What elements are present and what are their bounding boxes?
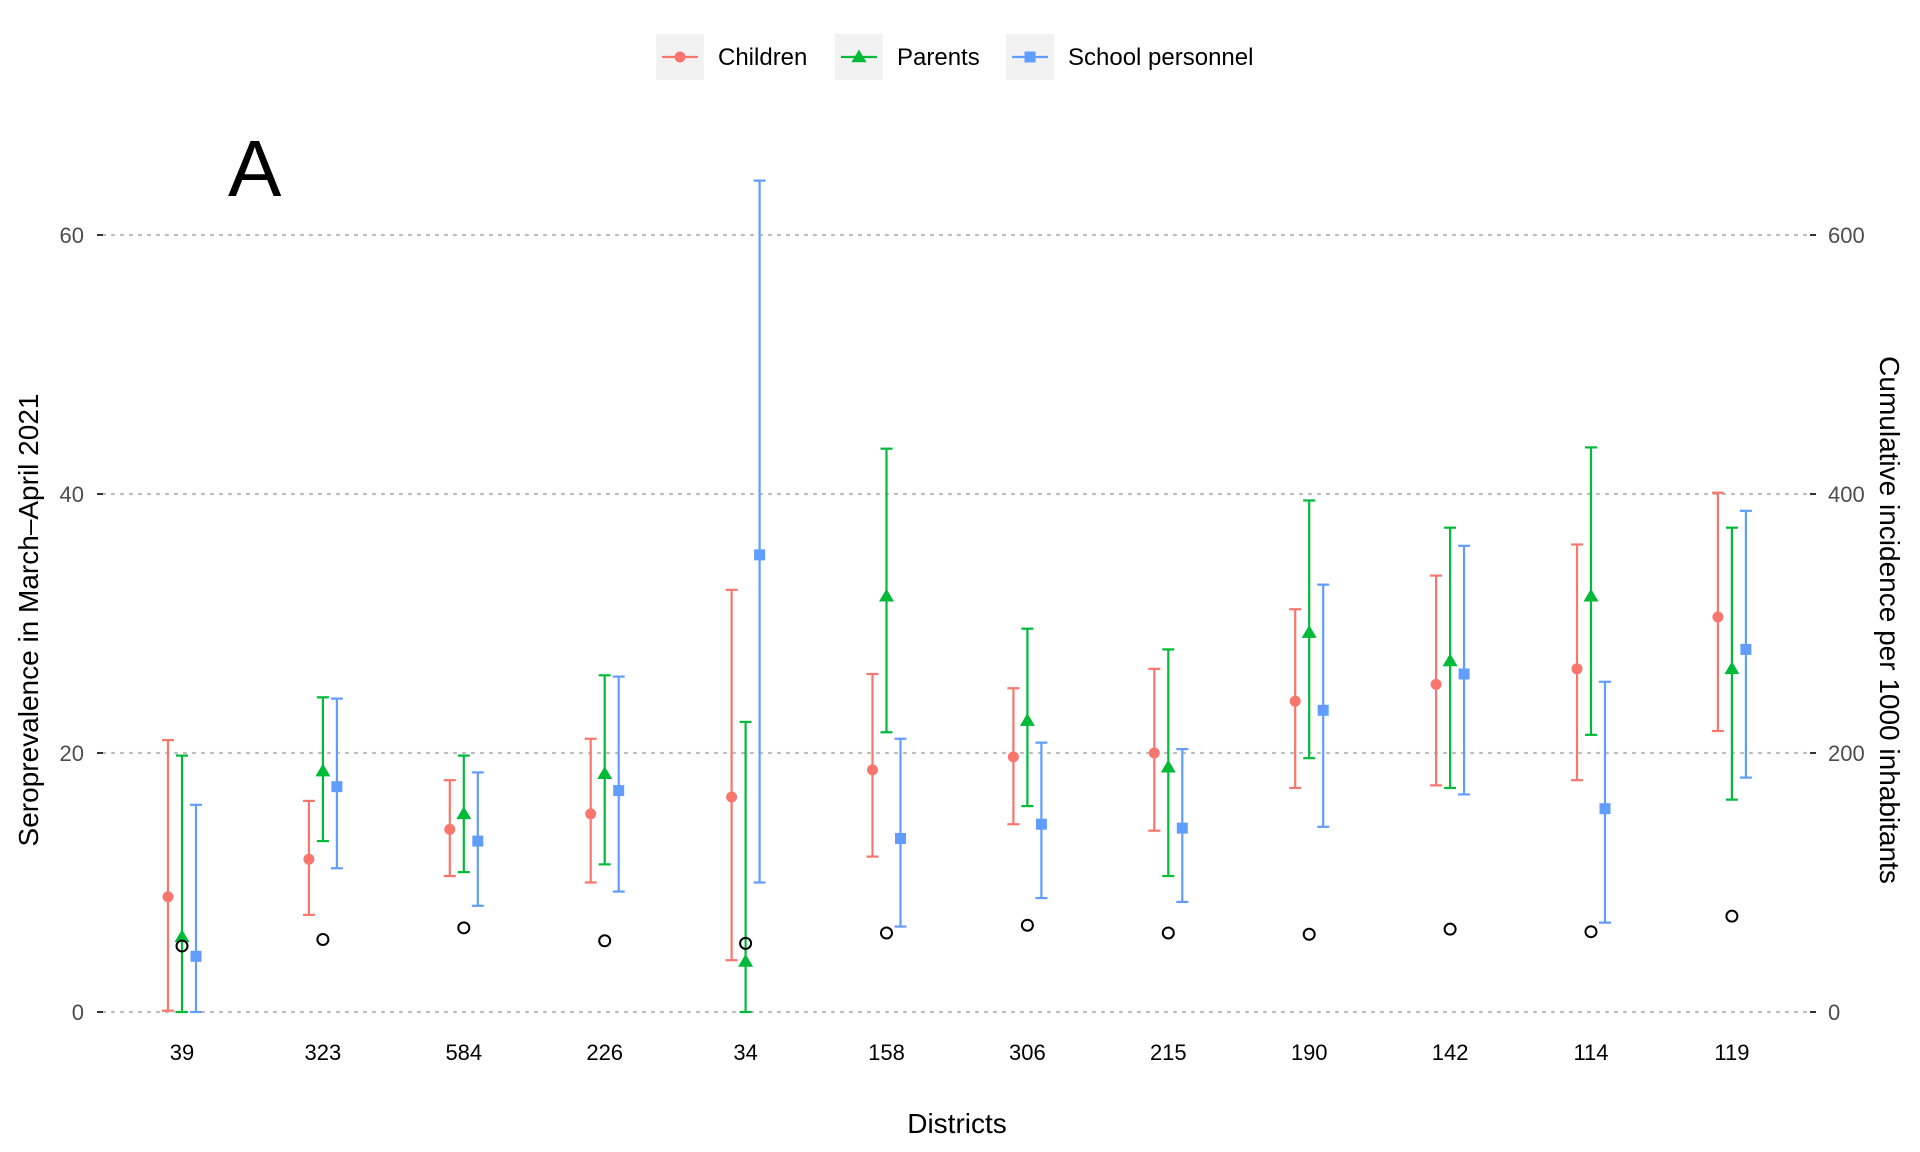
legend-key-marker bbox=[674, 51, 686, 63]
y2-tick-label: 0 bbox=[1828, 1000, 1840, 1025]
data-point bbox=[472, 835, 484, 847]
data-point bbox=[1583, 588, 1599, 602]
data-point bbox=[162, 891, 174, 903]
data-point bbox=[895, 832, 906, 844]
data-point bbox=[1176, 822, 1188, 834]
y-axis-title: Seroprevalence in March–April 2021 bbox=[13, 394, 44, 847]
incidence-point bbox=[175, 939, 189, 953]
data-point bbox=[613, 785, 625, 797]
x-tick-label: 114 bbox=[1573, 1040, 1608, 1065]
data-point bbox=[1019, 713, 1035, 726]
y2-axis-title: Cumulative incidence per 1000 inhabitant… bbox=[1874, 356, 1905, 884]
data-point bbox=[1160, 759, 1176, 773]
x-axis: 39 323 584 226 34 158 306 215 190 142 114 119 bbox=[170, 1040, 1750, 1065]
legend-item-parents: Parents bbox=[835, 34, 980, 80]
series-school-personnel bbox=[190, 179, 1752, 1014]
data-point bbox=[738, 953, 754, 967]
data-point bbox=[1740, 643, 1752, 655]
incidence-point bbox=[316, 932, 330, 946]
legend-label: Children bbox=[718, 44, 807, 71]
x-tick-label: 158 bbox=[868, 1040, 905, 1065]
legend-item-school-personnel: School personnel bbox=[1006, 34, 1253, 80]
data-point bbox=[1317, 704, 1329, 716]
legend-key-marker bbox=[851, 49, 867, 63]
data-point bbox=[1148, 747, 1160, 759]
data-point bbox=[879, 588, 894, 602]
incidence-point bbox=[739, 936, 753, 950]
left-y-axis: 0 20 40 60 bbox=[60, 223, 103, 1025]
data-point bbox=[1599, 803, 1611, 815]
data-point bbox=[1301, 625, 1317, 638]
x-tick-label: 226 bbox=[586, 1040, 623, 1065]
cumulative-incidence-series bbox=[175, 909, 1739, 953]
incidence-point bbox=[1020, 918, 1034, 932]
y-tick-label: 0 bbox=[72, 1000, 84, 1025]
gridlines bbox=[101, 233, 1812, 1014]
y2-tick-label: 200 bbox=[1828, 741, 1865, 766]
data-point bbox=[597, 766, 613, 779]
x-tick-label: 584 bbox=[445, 1040, 482, 1065]
y2-tick-label: 600 bbox=[1828, 223, 1865, 248]
data-point bbox=[444, 823, 456, 835]
y2-tick-label: 400 bbox=[1828, 482, 1865, 507]
data-point bbox=[1289, 695, 1301, 707]
data-point bbox=[1430, 678, 1442, 690]
panel-label: A bbox=[228, 124, 282, 213]
legend: Children Parents School personnel bbox=[656, 34, 1253, 80]
x-tick-label: 215 bbox=[1150, 1040, 1187, 1065]
data-point bbox=[1712, 611, 1724, 623]
x-tick-label: 39 bbox=[170, 1040, 194, 1065]
series-parents bbox=[174, 446, 1740, 1014]
x-axis-title: Districts bbox=[907, 1108, 1007, 1139]
legend-label: Parents bbox=[897, 44, 980, 71]
x-tick-label: 142 bbox=[1432, 1040, 1469, 1065]
y-tick-label: 60 bbox=[60, 223, 84, 248]
data-point bbox=[754, 549, 766, 561]
incidence-point bbox=[598, 934, 612, 948]
incidence-point bbox=[1302, 927, 1316, 941]
data-point bbox=[303, 853, 315, 865]
x-tick-label: 323 bbox=[305, 1040, 342, 1065]
data-point bbox=[1442, 653, 1458, 667]
incidence-point bbox=[1725, 909, 1739, 923]
data-point bbox=[726, 791, 738, 803]
data-point bbox=[1458, 668, 1470, 680]
data-point bbox=[315, 763, 331, 777]
incidence-point bbox=[1584, 925, 1598, 939]
legend-key-marker bbox=[1024, 51, 1036, 63]
y-tick-label: 40 bbox=[60, 482, 84, 507]
legend-label: School personnel bbox=[1068, 44, 1253, 71]
x-tick-label: 34 bbox=[733, 1040, 757, 1065]
data-point bbox=[585, 808, 597, 820]
y-tick-label: 20 bbox=[60, 741, 84, 766]
legend-item-children: Children bbox=[656, 34, 807, 80]
data-point bbox=[1035, 818, 1047, 830]
data-point bbox=[456, 806, 472, 820]
data-point bbox=[867, 764, 878, 776]
series-children bbox=[162, 491, 1724, 1012]
plot-area bbox=[162, 179, 1752, 1014]
incidence-point bbox=[1443, 922, 1457, 936]
x-tick-label: 190 bbox=[1291, 1040, 1328, 1065]
right-y-axis: 0 200 400 600 bbox=[1810, 223, 1865, 1025]
incidence-point bbox=[1161, 926, 1175, 940]
x-tick-label: 119 bbox=[1714, 1040, 1749, 1065]
incidence-point bbox=[880, 926, 893, 940]
data-point bbox=[1007, 751, 1019, 763]
data-point bbox=[1724, 661, 1740, 675]
data-point bbox=[190, 950, 202, 962]
x-tick-label: 306 bbox=[1009, 1040, 1046, 1065]
data-point bbox=[1571, 663, 1583, 675]
incidence-point bbox=[457, 921, 471, 935]
data-point bbox=[174, 929, 190, 943]
data-point bbox=[331, 781, 343, 793]
